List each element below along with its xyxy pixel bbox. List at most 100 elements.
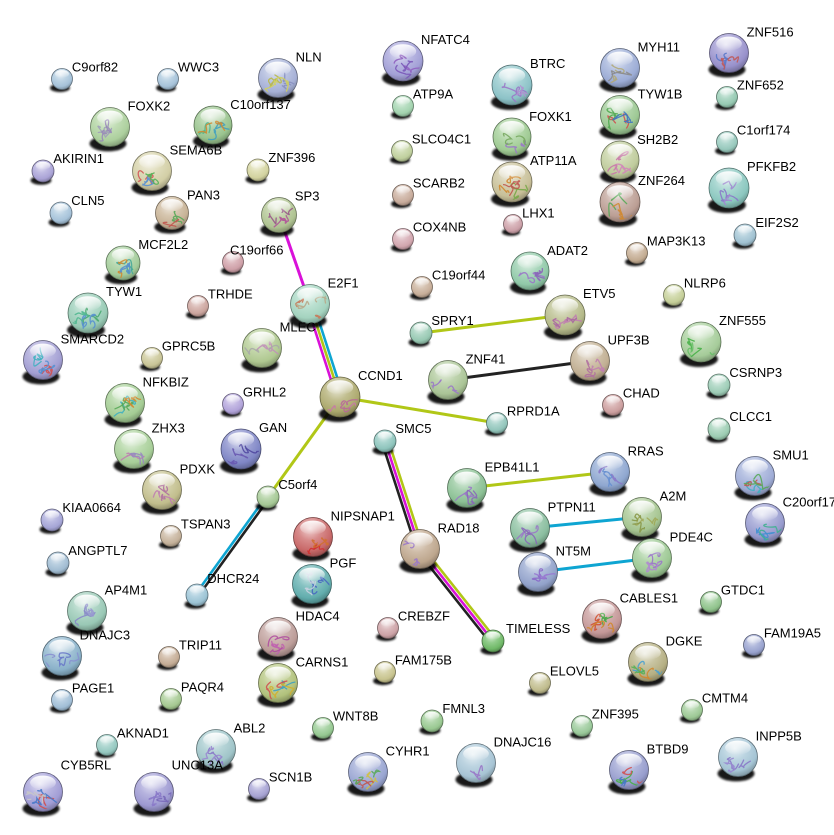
protein-structure-ZNF516 [715, 52, 740, 71]
protein-structure-SEMA6B [134, 170, 160, 187]
node-gloss-AKNAD1 [100, 736, 114, 744]
node-gloss-BTRC [498, 68, 526, 83]
node-group-SMU1: SMU1 [734, 448, 809, 501]
node-group-CABLES1: CABLES1 [581, 591, 678, 644]
node-gloss-MLEC [249, 331, 275, 346]
node-label-GAN: GAN [259, 420, 287, 435]
node-gloss-RAD18 [407, 532, 433, 547]
node-label-ELOVL5: ELOVL5 [550, 664, 599, 679]
node-gloss-PAQR4 [164, 690, 178, 698]
node-label-DNAJC3: DNAJC3 [80, 628, 131, 643]
node-gloss-ZNF516 [716, 36, 742, 51]
protein-structure-ETV5 [552, 313, 583, 329]
node-label-BTRC: BTRC [530, 56, 565, 71]
node-gloss-SMARCD2 [30, 343, 56, 358]
node-gloss-MCF2L2 [111, 248, 135, 261]
node-group-PAN3: PAN3 [154, 188, 220, 234]
node-gloss-PTPN11 [517, 511, 543, 526]
node-gloss-UPF3B [577, 344, 603, 359]
node-label-C20orf173: C20orf173 [783, 495, 834, 510]
node-group-HDAC4: HDAC4 [257, 609, 340, 662]
edge-C5orf4-DHCR24-cyan[interactable] [194, 495, 268, 595]
node-group-TRIP11: TRIP11 [157, 638, 222, 671]
node-group-C10orf137: C10orf137 [192, 97, 291, 149]
node-group-SP3: SP3 [260, 189, 319, 237]
node-label-ZNF41: ZNF41 [466, 352, 506, 367]
node-group-AKIRIN1: AKIRIN1 [30, 151, 104, 185]
protein-structure-A2M [631, 513, 659, 533]
node-group-CYHR1: CYHR1 [347, 744, 430, 797]
protein-structure-PDE4C [645, 552, 663, 573]
node-group-ZHX3: ZHX3 [113, 421, 185, 474]
node-gloss-SPRY1 [413, 323, 429, 332]
node-group-KIAA0664: KIAA0664 [39, 500, 121, 534]
node-gloss-CLCC1 [711, 419, 727, 428]
node-group-PAGE1: PAGE1 [50, 681, 114, 714]
node-label-MAP3K13: MAP3K13 [647, 234, 706, 249]
node-gloss-SH2B2 [607, 144, 633, 158]
node-label-DGKE: DGKE [666, 634, 703, 649]
node-gloss-CHAD [606, 396, 620, 404]
edge-C5orf4-DHCR24-black[interactable] [197, 497, 271, 597]
node-group-C9orf82: C9orf82 [50, 60, 118, 93]
node-group-FOXK2: FOXK2 [89, 99, 170, 152]
node-gloss-SCN1B [252, 780, 266, 788]
node-group-NFKBIZ: NFKBIZ [104, 375, 189, 428]
node-gloss-PAN3 [161, 199, 183, 212]
node-gloss-SP3 [267, 200, 291, 213]
node-label-PAGE1: PAGE1 [72, 681, 114, 696]
node-gloss-DGKE [635, 645, 661, 660]
node-label-CABLES1: CABLES1 [620, 591, 679, 606]
node-label-AP4M1: AP4M1 [105, 583, 148, 598]
node-group-CLCC1: CLCC1 [706, 409, 772, 443]
protein-structure-FOXK1 [502, 132, 529, 154]
node-label-CYB5RL: CYB5RL [61, 758, 112, 773]
edge-CCND1-RPRD1A-lime[interactable] [339, 395, 498, 425]
node-gloss-TRHDE [191, 297, 205, 305]
node-gloss-NT5M [525, 555, 551, 570]
node-group-ATP9A: ATP9A [391, 87, 453, 120]
node-label-NFKBIZ: NFKBIZ [143, 375, 189, 390]
node-gloss-CABLES1 [589, 602, 615, 617]
node-gloss-EIF2S2 [737, 225, 753, 234]
node-gloss-MAP3K13 [630, 244, 644, 252]
node-group-ZNF516: ZNF516 [708, 25, 794, 78]
node-group-PDXK: PDXK [141, 462, 215, 515]
node-label-UNC13A: UNC13A [172, 758, 224, 773]
node-label-NFATC4: NFATC4 [421, 32, 470, 47]
node-label-CSRNP3: CSRNP3 [729, 365, 782, 380]
node-gloss-CLN5 [53, 203, 69, 212]
node-label-CCND1: CCND1 [358, 368, 403, 383]
edge-EPB41L1-RRAS-lime[interactable] [466, 470, 611, 490]
protein-structure-DNAJC16 [469, 764, 484, 781]
node-group-NIPSNAP1: NIPSNAP1 [292, 509, 395, 562]
node-label-FOXK1: FOXK1 [529, 109, 572, 124]
node-gloss-DNAJC16 [463, 746, 489, 761]
protein-structure-UPF3B [584, 358, 606, 379]
node-gloss-SMU1 [742, 459, 768, 474]
node-label-C9orf82: C9orf82 [72, 60, 118, 75]
node-label-CLN5: CLN5 [71, 193, 104, 208]
node-label-SCN1B: SCN1B [269, 770, 312, 785]
protein-structure-HDAC4 [262, 635, 290, 655]
node-gloss-A2M [629, 500, 655, 515]
edge-SPRY1-ETV5-lime[interactable] [420, 313, 566, 335]
protein-structure-CYHR1 [350, 769, 382, 790]
node-gloss-COX4NB [396, 230, 410, 238]
node-group-PFKFB2: PFKFB2 [708, 159, 796, 213]
node-group-TYW1: TYW1 [67, 284, 142, 338]
node-group-PGF: PGF [291, 556, 356, 609]
node-label-AKIRIN1: AKIRIN1 [53, 151, 104, 166]
edge-ZNF41-UPF3B-black[interactable] [447, 359, 591, 382]
node-group-NLN: NLN [257, 50, 322, 103]
node-label-PAN3: PAN3 [187, 188, 220, 203]
node-gloss-ZNF396 [250, 160, 266, 169]
node-label-FOXK2: FOXK2 [128, 99, 171, 114]
node-group-CMTM4: CMTM4 [680, 691, 748, 724]
node-group-MYH11: MYH11 [599, 40, 680, 93]
node-gloss-ADAT2 [517, 255, 543, 269]
node-label-ATP11A: ATP11A [530, 153, 577, 168]
node-label-PAQR4: PAQR4 [181, 680, 224, 695]
node-gloss-ELOVL5 [533, 674, 547, 682]
node-group-RAD18: RAD18 [399, 521, 480, 574]
